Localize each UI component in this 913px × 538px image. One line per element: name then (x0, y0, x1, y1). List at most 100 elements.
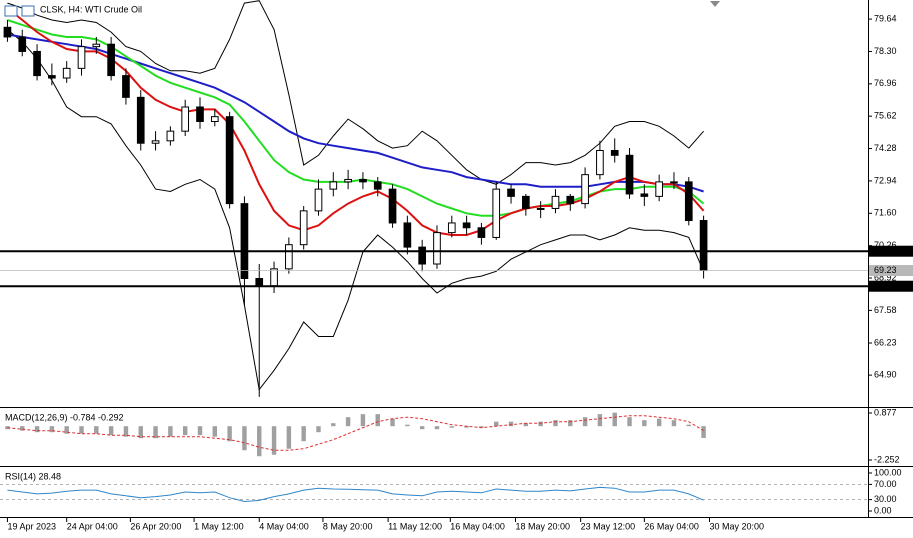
candle-body (670, 181, 678, 184)
histogram-bar (553, 420, 558, 427)
candle-body (625, 154, 634, 195)
price-panel (0, 0, 868, 397)
candle-body (285, 244, 293, 270)
histogram-bar (20, 426, 25, 431)
y-tick-label: 75.62 (874, 111, 897, 121)
histogram-bar (212, 426, 218, 437)
x-tick-label: 26 Apr 20:00 (130, 521, 181, 531)
candle-body (610, 149, 619, 156)
x-tick-label: 24 Apr 04:00 (67, 521, 118, 531)
candle-body (48, 75, 56, 79)
histogram-bar (94, 426, 99, 434)
histogram-bar (627, 417, 632, 427)
candle-body (403, 222, 412, 248)
candle-body (640, 193, 649, 197)
candle-body (107, 43, 115, 77)
candle-body (684, 181, 693, 222)
level-label: 68.58 (874, 281, 897, 291)
candle-body (477, 227, 486, 238)
y-tick-label: 100.00 (874, 467, 902, 477)
shift-marker (710, 1, 720, 7)
candle-body (655, 181, 663, 197)
histogram-bar (375, 414, 380, 427)
x-tick-label: 11 May 12:00 (388, 521, 442, 531)
x-tick-label: 16 May 04:00 (450, 521, 505, 531)
histogram-bar (34, 426, 40, 433)
macd-panel (5, 412, 706, 457)
histogram-bar (449, 426, 455, 428)
histogram-bar (671, 420, 677, 427)
series-line (7, 415, 704, 451)
panel-title: CLSK, H4: WTI Crude Oil (40, 4, 142, 14)
candle-body (344, 178, 352, 183)
axes (0, 0, 913, 518)
candle-body (596, 149, 604, 176)
candle-body (433, 232, 441, 265)
x-tick-label: 26 May 04:00 (644, 521, 699, 531)
histogram-bar (257, 426, 262, 457)
candle-body (210, 116, 219, 122)
candle-body (299, 210, 308, 246)
level-box (869, 280, 913, 292)
x-tick-label: 1 May 12:00 (194, 521, 244, 531)
histogram-bar (612, 412, 617, 427)
histogram-bar (331, 423, 336, 427)
candle-body (255, 277, 264, 287)
candle-body (551, 195, 560, 209)
y-tick-label: 66.23 (874, 337, 897, 347)
histogram-bar (523, 423, 529, 427)
candle-body (270, 268, 278, 287)
histogram-bar (138, 426, 143, 439)
histogram-bar (360, 414, 366, 427)
histogram-bar (153, 426, 158, 439)
candle-body (359, 178, 367, 183)
candle-body (92, 43, 101, 48)
histogram-bar (64, 426, 69, 434)
histogram-bar (123, 426, 129, 437)
histogram-bar (168, 426, 173, 437)
histogram-bar (656, 418, 662, 427)
candle-body (418, 246, 427, 265)
histogram-bar (582, 417, 588, 427)
histogram-bar (182, 426, 188, 436)
y-tick-label: 68.92 (874, 272, 897, 282)
histogram-bar (390, 418, 395, 427)
histogram-bar (479, 426, 484, 428)
y-tick-label: 64.90 (874, 369, 897, 379)
candle-body (566, 195, 575, 205)
histogram-bar (642, 420, 647, 427)
y-tick-label: 67.58 (874, 305, 897, 315)
candle-body (77, 46, 86, 69)
candle-body (196, 106, 204, 122)
candle-body (3, 26, 12, 38)
histogram-bar (197, 426, 203, 436)
series-line (7, 0, 704, 185)
series-line (7, 29, 705, 391)
candle-body (225, 116, 234, 205)
last-price-label: 69.23 (874, 265, 897, 275)
y-tick-label: -2.252 (874, 454, 900, 464)
histogram-bar (508, 421, 514, 427)
histogram-bar (242, 426, 247, 451)
x-tick-label: 23 May 12:00 (581, 521, 636, 531)
candle-body (122, 75, 130, 98)
y-tick-label: 30.00 (874, 494, 897, 504)
histogram-bar (316, 426, 321, 433)
window-icon (21, 5, 35, 17)
y-tick-label: 79.64 (874, 13, 897, 23)
y-tick-label: 0.877 (874, 407, 897, 417)
y-tick-label: 74.28 (874, 143, 897, 153)
candle-body (462, 222, 471, 229)
candle-body (240, 203, 249, 279)
histogram-bar (434, 426, 440, 430)
candle-body (314, 188, 323, 212)
candle-body (151, 140, 160, 144)
histogram-bar (538, 421, 543, 427)
histogram-bar (286, 426, 292, 449)
candle-body (373, 181, 382, 190)
y-tick-label: 0.00 (874, 505, 892, 515)
candle-body (166, 130, 175, 142)
x-tick-label: 18 May 20:00 (515, 521, 570, 531)
